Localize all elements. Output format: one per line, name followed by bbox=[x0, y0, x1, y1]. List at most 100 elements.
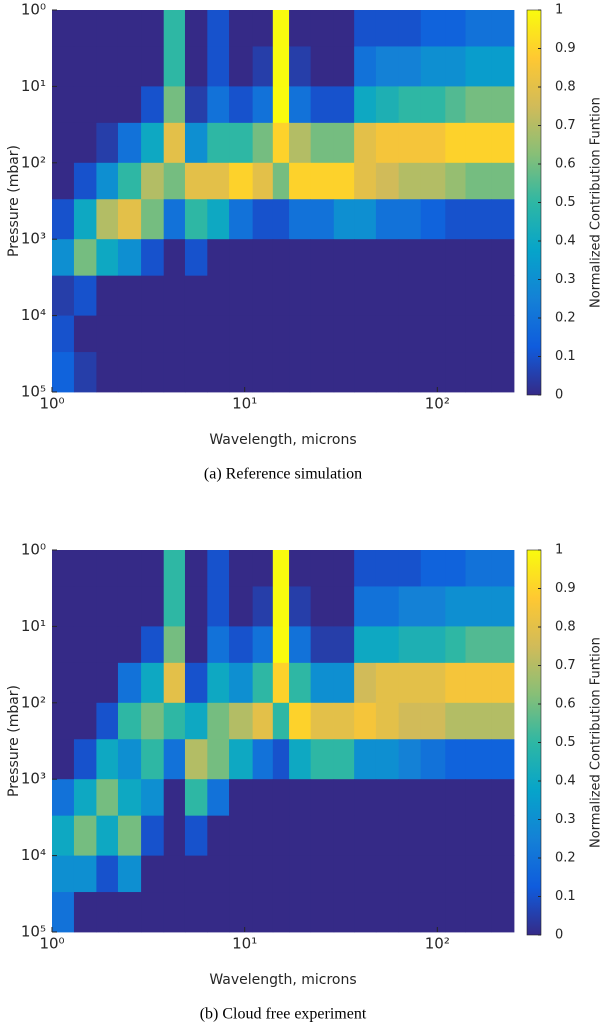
colorbar-tick-label: 0.1 bbox=[555, 349, 576, 364]
heatmap-cell bbox=[398, 199, 422, 240]
colorbar-tick-label: 0.8 bbox=[555, 80, 576, 95]
heatmap-cell bbox=[310, 702, 335, 740]
heatmap-cell bbox=[184, 815, 208, 856]
heatmap-cell bbox=[445, 702, 466, 740]
heatmap-cell bbox=[491, 315, 515, 353]
heatmap-cell bbox=[117, 550, 142, 587]
colorbar-tick-label: 0.9 bbox=[555, 41, 576, 56]
heatmap-cell bbox=[420, 662, 446, 704]
heatmap-cell bbox=[333, 702, 355, 740]
heatmap-cell bbox=[96, 702, 119, 740]
colorbar-tick-label: 0.5 bbox=[555, 735, 576, 750]
heatmap-cell bbox=[117, 315, 142, 353]
colorbar-tick-label: 1 bbox=[555, 3, 563, 18]
heatmap-cell bbox=[52, 46, 75, 87]
heatmap-cell bbox=[141, 702, 165, 740]
colorbar-label: Normalized Contribution Funtion bbox=[589, 97, 604, 308]
x-axis-label: Wavelength, microns bbox=[209, 432, 356, 448]
heatmap-cell bbox=[73, 199, 97, 240]
heatmap-cell bbox=[491, 662, 515, 704]
heatmap-cell bbox=[420, 855, 446, 893]
heatmap-cell bbox=[96, 46, 119, 87]
heatmap-cell bbox=[252, 550, 274, 587]
heatmap-cell bbox=[207, 239, 230, 277]
heatmap-cell bbox=[272, 86, 290, 124]
heatmap-cell bbox=[398, 46, 422, 87]
heatmap-cell bbox=[73, 815, 97, 856]
heatmap-cell bbox=[333, 550, 355, 587]
heatmap-cell bbox=[398, 550, 422, 587]
heatmap-cell bbox=[272, 46, 290, 87]
heatmap-cell bbox=[207, 199, 230, 240]
heatmap-cell bbox=[289, 662, 312, 704]
heatmap-cell bbox=[491, 275, 515, 316]
heatmap-cell bbox=[184, 739, 208, 780]
heatmap-cell bbox=[73, 122, 97, 164]
heatmap-cell bbox=[207, 352, 230, 393]
heatmap-cell bbox=[375, 122, 400, 164]
heatmap-cell bbox=[96, 662, 119, 704]
heatmap-cell bbox=[354, 815, 377, 856]
heatmap-cell bbox=[252, 46, 274, 87]
y-tick-label: 10⁵ bbox=[21, 383, 46, 401]
heatmap-cell bbox=[163, 739, 186, 780]
heatmap-cell bbox=[333, 239, 355, 277]
heatmap-cell bbox=[491, 586, 515, 627]
heatmap-cell bbox=[207, 855, 230, 893]
colorbar-tick-label: 0.3 bbox=[555, 812, 576, 827]
heatmap-cell bbox=[52, 10, 75, 47]
heatmap-cell bbox=[420, 815, 446, 856]
heatmap-cell bbox=[73, 550, 97, 587]
heatmap-cell bbox=[445, 46, 466, 87]
heatmap-cell bbox=[354, 352, 377, 393]
heatmap-cell bbox=[252, 239, 274, 277]
heatmap-cell bbox=[141, 315, 165, 353]
heatmap-cell bbox=[272, 122, 290, 164]
heatmap-cell bbox=[163, 162, 186, 200]
heatmap-cell bbox=[272, 815, 290, 856]
heatmap-cell bbox=[252, 199, 274, 240]
heatmap-cell bbox=[445, 199, 466, 240]
heatmap-cell bbox=[310, 199, 335, 240]
heatmap-cell bbox=[420, 892, 446, 933]
heatmap-cell bbox=[289, 892, 312, 933]
heatmap-cell bbox=[354, 199, 377, 240]
heatmap-cell bbox=[163, 275, 186, 316]
heatmap-cell bbox=[229, 199, 254, 240]
heatmap-cell bbox=[252, 352, 274, 393]
heatmap-cell bbox=[141, 352, 165, 393]
heatmap-cell bbox=[272, 662, 290, 704]
heatmap-cell bbox=[184, 626, 208, 664]
heatmap-cell bbox=[141, 10, 165, 47]
heatmap-cell bbox=[272, 626, 290, 664]
heatmap-cell bbox=[398, 239, 422, 277]
heatmap-cell bbox=[445, 122, 466, 164]
heatmap-cell bbox=[310, 275, 335, 316]
heatmap-cell bbox=[398, 86, 422, 124]
heatmap-cell bbox=[445, 892, 466, 933]
colorbar-tick-label: 0.6 bbox=[555, 157, 576, 172]
x-tick-label: 10² bbox=[425, 395, 450, 413]
heatmap-cell bbox=[465, 815, 492, 856]
heatmap-cell bbox=[445, 739, 466, 780]
heatmap-cell bbox=[73, 855, 97, 893]
heatmap-cell bbox=[207, 122, 230, 164]
heatmap-cell bbox=[375, 662, 400, 704]
heatmap-cell bbox=[398, 586, 422, 627]
heatmap-cell bbox=[229, 10, 254, 47]
heatmap-cell bbox=[310, 122, 335, 164]
heatmap-cell bbox=[310, 739, 335, 780]
heatmap-cell bbox=[117, 702, 142, 740]
heatmap-cell bbox=[420, 702, 446, 740]
y-tick-label: 10⁰ bbox=[21, 1, 46, 19]
heatmap-cell bbox=[375, 10, 400, 47]
heatmap-cell bbox=[310, 315, 335, 353]
heatmap-cell bbox=[252, 779, 274, 817]
heatmap-cell bbox=[289, 586, 312, 627]
heatmap-cell bbox=[289, 86, 312, 124]
heatmap-cell bbox=[398, 352, 422, 393]
heatmap-cell bbox=[117, 199, 142, 240]
heatmap-cell bbox=[96, 239, 119, 277]
heatmap-cell bbox=[465, 122, 492, 164]
heatmap-cell bbox=[73, 586, 97, 627]
